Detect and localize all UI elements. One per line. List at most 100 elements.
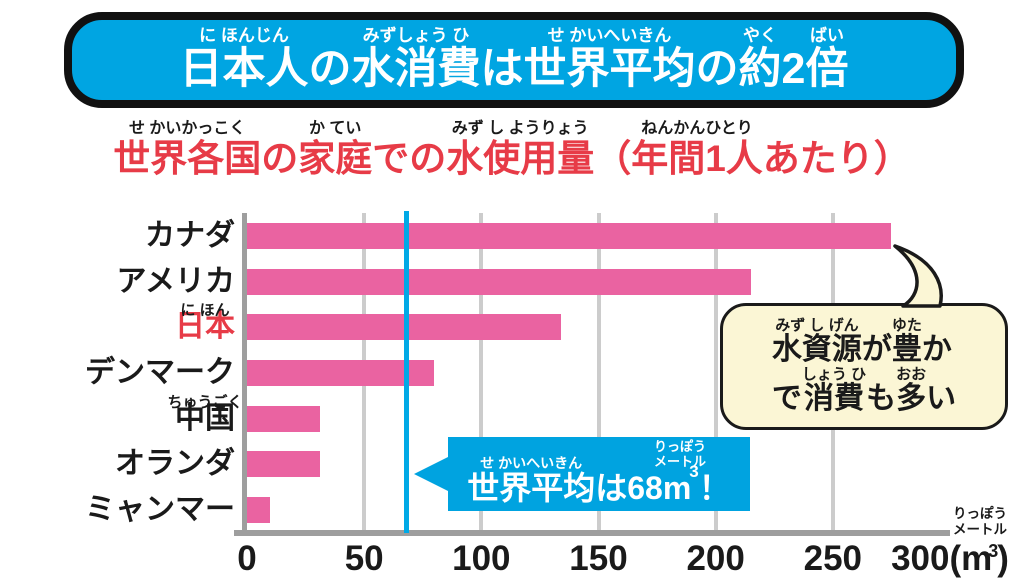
furigana — [641, 456, 645, 471]
furigana — [328, 27, 333, 46]
furigana: みずしょう ひ — [362, 26, 470, 46]
base-text: は — [480, 45, 524, 94]
speech-bubble-tail-icon — [893, 244, 943, 308]
bubble-segment: ゆた豊 — [892, 318, 922, 366]
subtitle-segment: か てい 家庭 — [298, 121, 372, 179]
subtitle-segment: あたり） — [763, 121, 911, 179]
average-line — [404, 211, 409, 533]
subtitle-segment: （ — [594, 121, 631, 179]
callout-segment: ！ — [699, 456, 731, 506]
x-axis-line — [234, 530, 950, 536]
x-tick-label: 300(m3) — [891, 541, 1009, 576]
category-label-cell: オランダ — [0, 449, 247, 479]
callout-unit-note: りっぽう メートル — [653, 439, 706, 469]
base-text: 世界平均 — [523, 45, 696, 94]
category-label-text: デンマーク — [85, 356, 235, 390]
category-label-text: 中国 — [175, 401, 235, 435]
furigana — [277, 121, 281, 139]
base-text: 水資源 — [771, 333, 862, 367]
title-segment: せ かいへいきん 世界平均 — [524, 27, 696, 92]
unit-close: ) — [997, 539, 1009, 578]
bar-track — [247, 497, 950, 524]
chart-bar — [247, 405, 320, 432]
tick-number: 50 — [344, 539, 384, 578]
tick-number: 100 — [452, 539, 511, 578]
furigana — [875, 318, 879, 334]
bubble-segment: が — [862, 318, 892, 366]
furigana — [713, 456, 717, 471]
furigana: せ かいかっこく — [128, 120, 246, 137]
furigana — [407, 121, 411, 139]
axis-unit-note-line: メートル — [953, 521, 1007, 537]
base-text: 多 — [896, 381, 927, 415]
category-label: オランダ — [115, 449, 235, 479]
bar-track — [247, 360, 950, 387]
category-label-cell: ちゅうごく 中国 — [0, 394, 247, 435]
category-label: ミャンマー — [85, 495, 235, 525]
furigana: ねんかんひとり — [641, 120, 753, 137]
gridline — [713, 213, 718, 533]
gridline — [479, 213, 484, 533]
subtitle-segment: ねんかんひとり 年間1人 — [631, 121, 763, 179]
base-text: 倍 — [805, 45, 849, 94]
category-label-text: オランダ — [115, 447, 235, 481]
furigana: ゆた — [891, 317, 922, 335]
category-label-text: ミャンマー — [85, 493, 235, 527]
base-text: 家庭 — [298, 138, 373, 179]
category-label: に ほん 日本 — [175, 302, 235, 342]
base-text: （ — [594, 138, 632, 179]
bubble-segment: で — [772, 367, 802, 415]
x-tick-label: 0 — [237, 541, 256, 576]
furigana: に ほん — [180, 302, 230, 320]
furigana — [939, 367, 943, 383]
furigana — [500, 27, 505, 46]
average-callout: りっぽう メートル せ かいへいきん 世界平均 は68m 3 ！ — [414, 437, 750, 511]
furigana: みず し ようりょう — [451, 120, 589, 137]
subtitle-segment: みず し ようりょう 水使用量 — [446, 121, 594, 179]
furigana: に ほんじん — [199, 26, 289, 46]
title-banner: に ほんじん 日本人 のみずしょう ひ水消費 はせ かいへいきん 世界平均 のやく約… — [64, 12, 964, 108]
x-axis-ticks: 0 50 100 150 200 250 300(m3) — [237, 539, 1009, 581]
chart-row: カナダ — [0, 213, 950, 259]
callout-unit-note-line: りっぽう — [653, 439, 706, 454]
base-text: か — [921, 333, 952, 367]
furigana — [785, 367, 789, 383]
bubble-segment: みず し げん 水資源 — [772, 318, 862, 366]
base-text: の — [261, 138, 299, 179]
bubble-segment: い — [926, 367, 956, 415]
furigana: しょう ひ — [801, 365, 867, 383]
title-segment: の — [696, 27, 739, 93]
callout-text: せ かいへいきん 世界平均 は68m 3 ！ — [448, 456, 750, 506]
title-segment: ばい倍 — [805, 27, 848, 92]
category-label: デンマーク — [85, 358, 235, 388]
chart-bar — [247, 268, 751, 295]
chart-bar — [247, 360, 435, 387]
chart-row: デンマーク — [0, 350, 950, 396]
chart-row: オランダ — [0, 442, 950, 488]
chart-rows: カナダアメリカに ほん 日本デンマークちゅうごく 中国オランダミャンマー — [0, 213, 950, 533]
base-text: 日本人 — [179, 45, 309, 94]
chart-bar — [247, 497, 271, 524]
base-text: での — [372, 138, 447, 179]
furigana: か てい — [308, 120, 362, 137]
base-text: で — [771, 381, 802, 415]
chart-row: アメリカ — [0, 259, 950, 305]
title-segment: に ほんじん 日本人 — [180, 27, 309, 92]
base-text: 水消費 — [351, 45, 481, 94]
furigana: ばい — [809, 26, 844, 46]
speech-bubble-text: みず し げん 水資源 がゆた豊 か でしょう ひ消費 もおお多 い — [772, 318, 956, 415]
base-text: あたり） — [762, 138, 911, 179]
bubble-segment: か — [922, 318, 952, 366]
category-label-cell: デンマーク — [0, 358, 247, 388]
chart-bar — [247, 222, 892, 249]
title-segment: 2 — [781, 27, 806, 94]
bar-track — [247, 222, 950, 249]
furigana — [935, 318, 939, 334]
page-title: に ほんじん 日本人 のみずしょう ひ水消費 はせ かいへいきん 世界平均 のやく約… — [180, 27, 849, 92]
base-text: 2 — [781, 45, 806, 94]
axis-unit-note: りっぽう メートル — [944, 506, 1016, 537]
unit-open: (m — [949, 539, 993, 578]
furigana: せ かいへいきん — [480, 455, 583, 472]
category-label-cell: アメリカ — [0, 266, 247, 297]
